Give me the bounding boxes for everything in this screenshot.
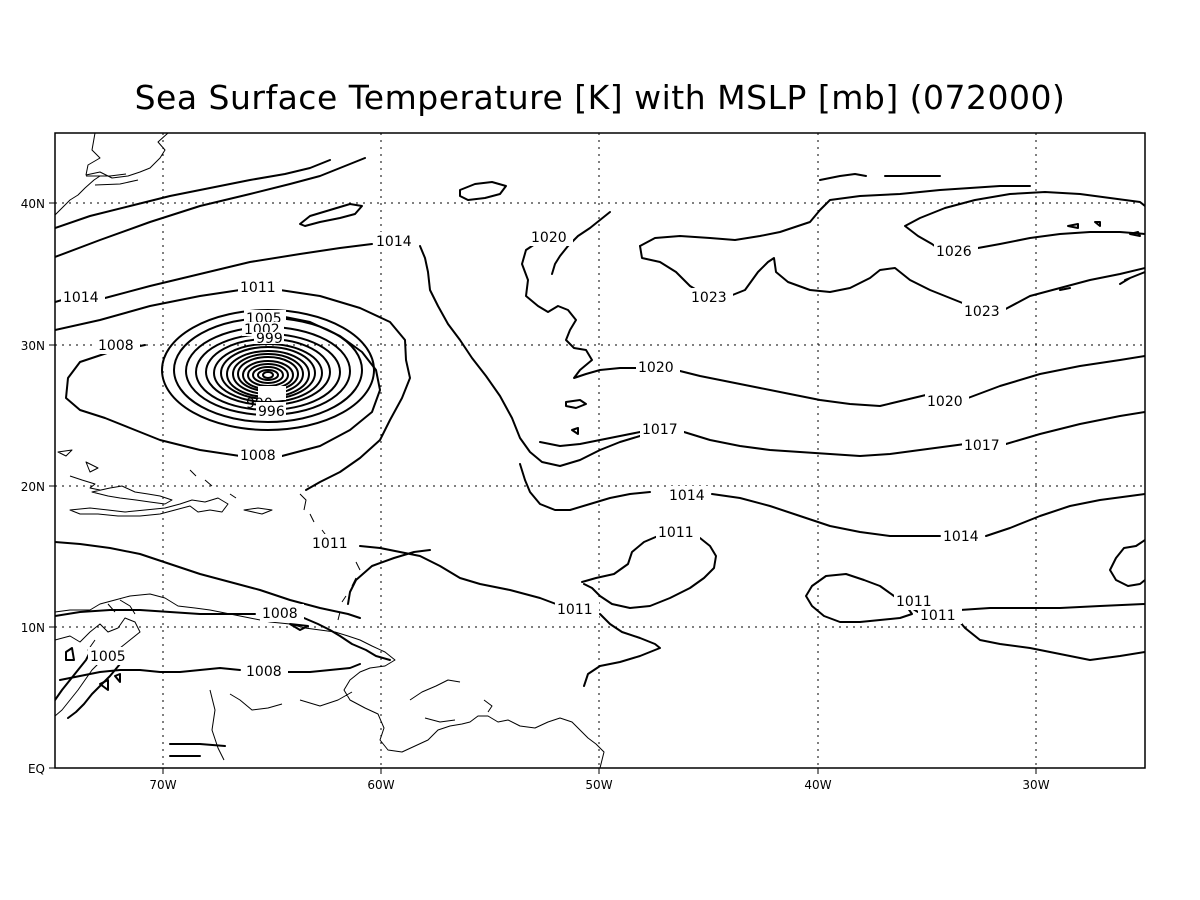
label-996: 996: [258, 404, 285, 420]
label-1011-storm: 1011: [240, 280, 276, 296]
y-tick-20n: 20N: [21, 480, 45, 494]
x-tick-70w: 70W: [149, 778, 176, 792]
label-1011-south: 1011: [557, 602, 593, 618]
x-tick-60w: 60W: [367, 778, 394, 792]
south-america-coast: [55, 593, 605, 768]
label-1008-caribbean: 1008: [262, 606, 298, 622]
label-1020-east: 1020: [927, 394, 963, 410]
label-1023-east: 1023: [964, 304, 1000, 320]
label-999: 999: [256, 331, 283, 347]
bahamas-coast: [189, 469, 237, 499]
label-1017-mid: 1017: [642, 422, 678, 438]
label-1011-island: 1011: [658, 525, 694, 541]
label-1017-east: 1017: [964, 438, 1000, 454]
label-1026: 1026: [936, 244, 972, 260]
coastlines: [55, 133, 605, 768]
label-1023-mid: 1023: [691, 290, 727, 306]
isobar-contours: [55, 157, 1145, 757]
contour-labels: 1014 1014 1011 1008 1005 1002 999 990 99…: [61, 228, 1006, 680]
label-1020-mid: 1020: [638, 360, 674, 376]
x-tick-30w: 30W: [1022, 778, 1049, 792]
label-1008-south-storm: 1008: [240, 448, 276, 464]
label-1008-land: 1008: [246, 664, 282, 680]
y-tick-40n: 40N: [21, 197, 45, 211]
label-1014-west: 1014: [63, 290, 99, 306]
label-1020-north: 1020: [531, 230, 567, 246]
lesser-antilles-coast: [299, 493, 361, 621]
label-1011-east-b: 1011: [920, 608, 956, 624]
x-tick-50w: 50W: [585, 778, 612, 792]
label-1014-east: 1014: [943, 529, 979, 545]
y-axis-labels: 40N 30N 20N 10N EQ: [21, 197, 45, 776]
map-title: Sea Surface Temperature [K] with MSLP [m…: [134, 78, 1066, 117]
greater-antilles-coast: [57, 449, 273, 517]
plot-frame: [54, 132, 1146, 769]
label-1005-southwest: 1005: [90, 649, 126, 665]
label-1011-caribbean: 1011: [312, 536, 348, 552]
tick-marks: [49, 202, 1037, 774]
y-tick-30n: 30N: [21, 339, 45, 353]
y-tick-10n: 10N: [21, 621, 45, 635]
x-tick-40w: 40W: [804, 778, 831, 792]
north-america-coast: [55, 133, 169, 216]
label-1014-mid: 1014: [669, 488, 705, 504]
label-1014-north: 1014: [376, 234, 412, 250]
x-axis-labels: 70W 60W 50W 40W 30W: [149, 778, 1049, 792]
label-1008-west: 1008: [98, 338, 134, 354]
y-tick-eq: EQ: [28, 762, 45, 776]
